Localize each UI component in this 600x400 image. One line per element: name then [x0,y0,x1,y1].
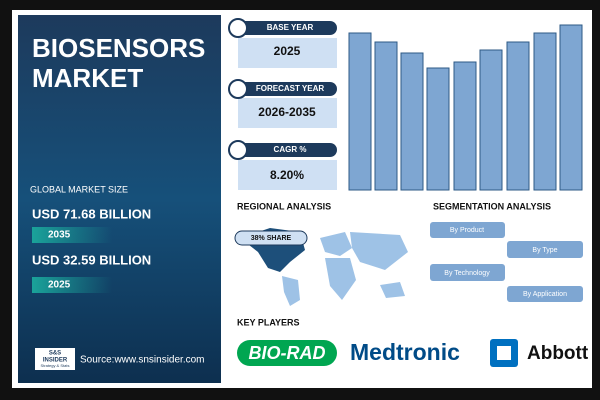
asia [350,232,408,270]
segments [430,222,583,302]
market-year: 2025 [48,280,71,291]
card-pill [232,21,337,35]
logo-text: Strategy & Stats [41,363,70,368]
deco-bar [559,24,583,191]
europe [320,232,352,256]
segment-label: By Application [523,291,567,298]
deco-bar [426,67,450,191]
south-america [282,276,300,306]
segment-label: By Product [450,227,484,234]
card-box [238,98,337,128]
deco-bar [506,41,530,191]
deco-bar [533,32,557,191]
world-map: 38% SHARE [234,228,408,306]
card-icon [228,79,248,99]
player-logo: Medtronic [350,339,460,365]
segment-pill [430,222,505,238]
title: BIOSENSORS [32,33,205,63]
card-icon [228,140,248,160]
share-label: 38% SHARE [251,235,292,242]
deco-bar [348,32,372,191]
market-value: USD 71.68 BILLION [32,206,151,221]
title: MARKET [32,63,143,93]
player-logo: BIO-RAD [249,343,326,363]
share-pill [234,230,308,246]
year-pill [32,227,112,243]
year-pill [32,277,112,293]
card-box [238,38,337,68]
deco-bar [479,49,503,191]
abbott-icon-inner [497,346,511,360]
section-title: SEGMENTATION ANALYSIS [433,201,551,211]
oceania [380,282,405,298]
decorative-bars [348,24,583,191]
segment-pill [507,241,583,258]
left-panel [18,15,221,383]
section-title: REGIONAL ANALYSIS [237,201,331,211]
logo-text: INSIDER [43,358,68,364]
africa [325,258,356,300]
biorad-logo [237,340,337,366]
segment-label: By Type [532,247,557,254]
cards: BASE YEAR 2025 FORECAST YEAR 2026-2035 C… [228,18,337,190]
player-logo: Abbott [527,343,589,364]
card-label: BASE YEAR [267,23,314,32]
market-size-label: GLOBAL MARKET SIZE [30,184,128,194]
card-value: 8.20% [270,168,304,182]
deco-bar [453,61,477,191]
market-value: USD 32.59 BILLION [32,252,151,267]
card-value: 2026-2035 [258,105,316,119]
segment-pill [507,286,583,302]
market-year: 2035 [48,230,71,241]
card-pill [232,143,337,157]
card-value: 2025 [274,44,301,58]
card-box [238,160,337,190]
card-pill [232,82,337,96]
logo-text: S&S [49,351,61,357]
card-label: CAGR % [274,145,307,154]
segment-pill [430,264,505,281]
deco-bar [400,52,424,191]
deco-bar [374,41,398,191]
card-icon [228,18,248,38]
card-label: FORECAST YEAR [256,84,325,93]
source: Source:www.snsinsider.com [80,355,205,366]
section-title: KEY PLAYERS [237,317,300,327]
segment-label: By Technology [444,270,490,277]
logo-box [35,348,75,370]
